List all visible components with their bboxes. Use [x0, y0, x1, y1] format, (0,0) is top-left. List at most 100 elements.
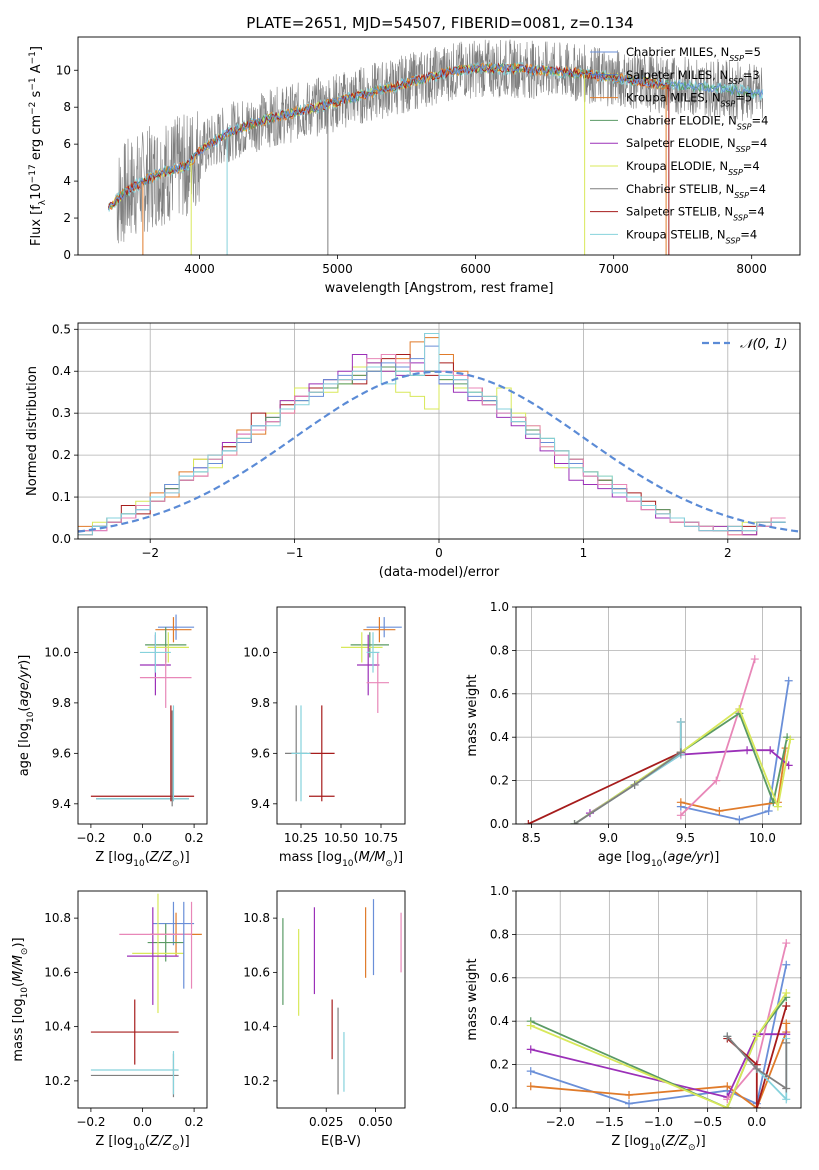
y-tick-label: 10.8 — [243, 911, 270, 925]
x-axis-label: E(B-V) — [321, 1134, 361, 1149]
y-tick-label: 0.0 — [490, 817, 509, 831]
mass-weight-marker — [735, 815, 744, 824]
x-tick-label: −0.2 — [76, 831, 105, 845]
histogram-step — [78, 362, 786, 532]
legend-entry: Kroupa MILES, NSSP=5 — [626, 91, 752, 109]
y-tick-label: 0.2 — [52, 448, 71, 462]
y-tick-label: 10.6 — [243, 965, 270, 979]
x-axis-label: Z [log10(Z/Z⊙)] — [95, 850, 189, 869]
error-bar-point — [309, 705, 335, 802]
y-tick-label: 8 — [63, 100, 71, 114]
y-tick-label: 2 — [63, 211, 71, 225]
error-bar-point — [127, 907, 179, 1005]
y-tick-label: 0 — [63, 248, 71, 262]
legend-entry: 𝒩(0, 1) — [740, 337, 787, 352]
y-tick-label: 10.4 — [243, 1020, 270, 1034]
mass-weight-line — [680, 747, 787, 812]
x-tick-label: −1.0 — [644, 1115, 673, 1129]
x-tick-label: 4000 — [184, 262, 215, 276]
legend-entry: Kroupa ELODIE, NSSP=4 — [626, 159, 760, 177]
x-tick-label: 6000 — [460, 262, 491, 276]
legend-entry: Salpeter ELODIE, NSSP=4 — [626, 136, 767, 154]
y-axis-label: age [log10(age/yr)] — [17, 655, 36, 777]
y-tick-label: 0.8 — [490, 643, 509, 657]
mass-weight-marker — [766, 746, 775, 755]
mass-weight-marker — [723, 1032, 732, 1041]
mass-weight-marker — [782, 939, 791, 948]
x-tick-label: 10.50 — [324, 831, 358, 845]
x-tick-label: −0.2 — [76, 1115, 105, 1129]
y-tick-label: 9.6 — [251, 746, 270, 760]
legend-entry: Chabrier STELIB, NSSP=4 — [626, 182, 766, 200]
age-vs-mass-panel: 10.25 10.50 10.75 9.4 9.6 9.8 10.0 mass [log10(… — [243, 606, 406, 869]
x-axis-label: (data-model)/error — [379, 565, 500, 580]
legend-entry: Salpeter MILES, NSSP=3 — [626, 68, 760, 86]
y-tick-label: 1.0 — [490, 884, 509, 898]
y-tick-label: 0.2 — [490, 1058, 509, 1072]
y-tick-label: 9.6 — [52, 746, 71, 760]
mass-weight-marker — [526, 1045, 535, 1054]
mass-weight-line — [530, 992, 788, 1108]
histogram-step — [78, 337, 786, 536]
axes-frame — [276, 606, 406, 825]
y-tick-label: 0.4 — [490, 730, 509, 744]
mass-weight-marker — [752, 1104, 761, 1108]
y-tick-label: 10.2 — [44, 1074, 71, 1088]
histogram-step — [78, 353, 786, 536]
histogram-step — [78, 353, 786, 536]
mass-weight-marker — [782, 1019, 791, 1028]
mass-weight-line — [530, 1033, 787, 1099]
mass-weight-marker — [526, 1082, 535, 1091]
mass-weight-marker — [625, 1099, 634, 1108]
mass-weight-marker — [630, 780, 639, 789]
error-bar-point — [139, 647, 192, 708]
x-tick-label: 0.0 — [747, 1115, 766, 1129]
mass-weight-marker — [625, 1090, 634, 1099]
mass-weight-marker — [782, 988, 791, 997]
mass-weight-marker — [570, 820, 579, 824]
axes-frame — [77, 890, 208, 1109]
y-tick-label: 0.5 — [52, 322, 71, 336]
mass-weight-marker — [750, 655, 759, 664]
mass-weight-vs-Z-panel: −2.0 −1.5 −1.0 −0.5 0.0 0.0 0.2 0.4 0.6 0.8 1.0 Z [… — [465, 884, 802, 1153]
mass-weight-marker — [773, 802, 782, 811]
x-axis-label: age [log10(age/yr)] — [598, 850, 720, 869]
mass-weight-marker — [782, 960, 791, 969]
y-tick-label: 0.6 — [490, 687, 509, 701]
x-tick-label: 10.75 — [364, 831, 398, 845]
error-bar-point — [366, 652, 389, 713]
error-bar-point — [157, 614, 195, 640]
y-axis-label: mass [log10(M/M⊙)] — [11, 937, 30, 1061]
mass-weight-line — [680, 658, 756, 816]
y-tick-label: 6 — [63, 137, 71, 151]
y-tick-label: 0.8 — [490, 927, 509, 941]
x-tick-label: 0.0 — [133, 1115, 152, 1129]
legend-entry: Kroupa STELIB, NSSP=4 — [626, 227, 757, 245]
mass-weight-marker — [676, 748, 685, 757]
mass-weight-marker — [723, 1082, 732, 1091]
mass-weight-marker — [526, 1067, 535, 1076]
mass-weight-marker — [743, 746, 752, 755]
mass-weight-marker — [782, 1002, 791, 1011]
mass-weight-marker — [782, 1095, 791, 1104]
x-axis-label: mass [log10(M/M⊙)] — [279, 850, 403, 869]
y-axis-label: mass weight — [465, 958, 480, 1040]
y-tick-label: 10.4 — [44, 1020, 71, 1034]
y-tick-label: 4 — [63, 174, 71, 188]
error-bar-point — [147, 632, 189, 663]
y-tick-label: 10 — [56, 63, 71, 77]
mass-weight-marker — [784, 676, 793, 685]
y-tick-label: 0.6 — [490, 971, 509, 985]
mass-weight-marker — [752, 1032, 761, 1041]
y-tick-label: 10.8 — [44, 911, 71, 925]
mass-vs-Z-panel: −0.2 0.0 0.2 10.2 10.4 10.6 10.8 Z [log10(Z/Z⊙)… — [11, 890, 208, 1153]
y-tick-label: 0.1 — [52, 490, 71, 504]
mass-weight-marker — [735, 704, 744, 713]
histogram-step — [78, 332, 786, 536]
x-axis-label: Z [log10(Z/Z⊙)] — [95, 1134, 189, 1153]
mass-weight-marker — [715, 806, 724, 815]
axes-frame — [515, 606, 802, 825]
error-bar-point — [291, 705, 311, 802]
x-tick-label: 0.2 — [185, 831, 204, 845]
